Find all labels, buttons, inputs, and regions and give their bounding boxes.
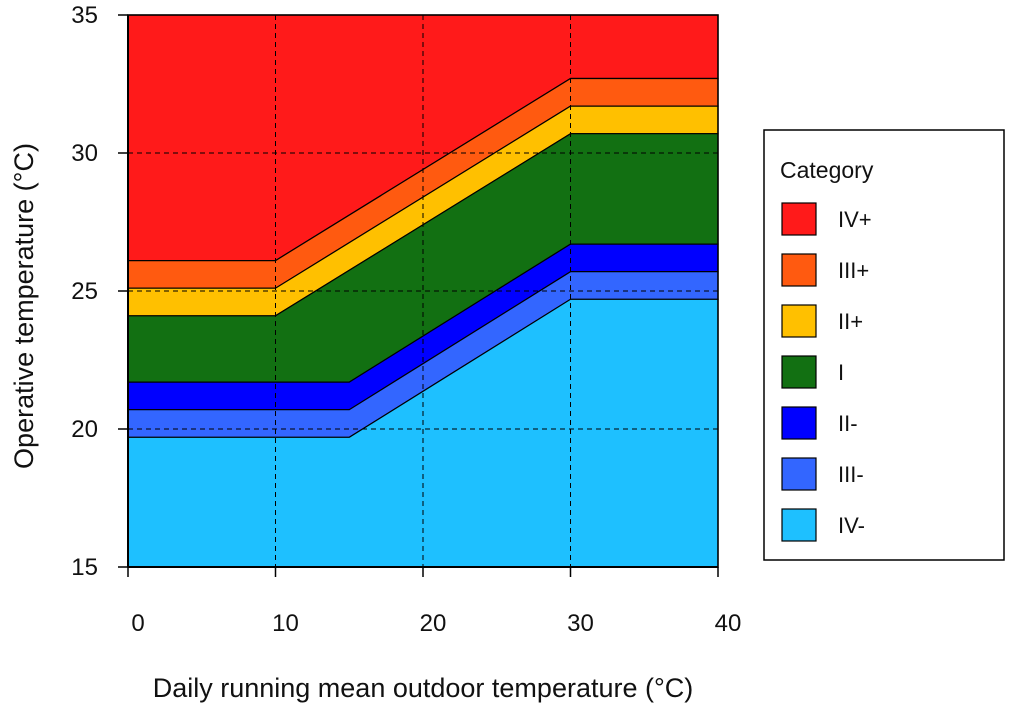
legend-label-ii-plus: II+	[838, 309, 863, 334]
x-axis-title: Daily running mean outdoor temperature (…	[153, 673, 694, 703]
y-axis-title: Operative temperature (°C)	[9, 143, 39, 469]
y-tick-label-30: 30	[71, 140, 98, 167]
y-tick-label-20: 20	[71, 416, 98, 443]
x-tick-label-20: 20	[420, 610, 447, 637]
x-tick-label-30: 30	[567, 610, 594, 637]
legend-label-i: I	[838, 360, 844, 385]
x-tick-label-10: 10	[272, 610, 299, 637]
legend-swatch-ii-minus	[781, 406, 817, 440]
legend-box	[763, 129, 1005, 561]
legend-label-ii-minus: II-	[838, 411, 858, 436]
legend-label-iv-plus: IV+	[838, 207, 872, 232]
x-tick-label-0: 0	[131, 610, 144, 637]
x-tick-label-40: 40	[715, 610, 742, 637]
legend-swatch-iv-plus	[781, 202, 817, 236]
legend-title: Category	[780, 157, 874, 183]
legend-entries: IV+III+II+III-III-IV-	[781, 202, 872, 542]
legend-swatch-iii-minus	[781, 457, 817, 491]
y-tick-label-15: 15	[71, 554, 98, 581]
y-axis-ticks: 15 20 25 30 35	[71, 2, 128, 581]
legend-swatch-iv-minus	[781, 508, 817, 542]
legend-label-iii-minus: III-	[838, 462, 864, 487]
x-axis-ticks: 0 10 20 30 40	[127, 567, 742, 637]
legend: Category IV+III+II+III-III-IV-	[763, 129, 1005, 561]
grid-lines	[128, 15, 718, 567]
legend-swatch-iii-plus	[781, 253, 817, 287]
legend-swatch-i	[781, 355, 817, 389]
legend-label-iv-minus: IV-	[838, 513, 865, 538]
y-tick-label-25: 25	[71, 278, 98, 305]
legend-swatch-ii-plus	[781, 304, 817, 338]
legend-label-iii-plus: III+	[838, 258, 869, 283]
y-tick-label-35: 35	[71, 2, 98, 29]
